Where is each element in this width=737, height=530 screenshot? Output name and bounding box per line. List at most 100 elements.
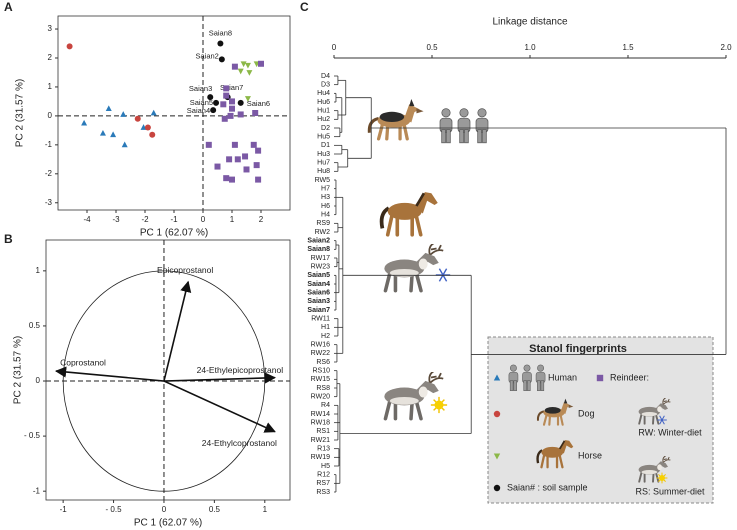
leaf-label: RW16 <box>311 342 330 349</box>
plot-frame <box>45 239 291 501</box>
y-tick-label: 1 <box>36 266 41 275</box>
legend-title: Stanol fingerprints <box>529 343 627 355</box>
leaf-label: RW19 <box>311 454 330 461</box>
leaf-label: RS3 <box>316 489 330 496</box>
point <box>229 98 235 105</box>
x-tick-label: 0.5 <box>209 505 221 514</box>
y-tick-label: 0 <box>36 376 41 385</box>
leaf-label: D3 <box>321 82 330 89</box>
leaf-label: RW14 <box>311 411 330 418</box>
leaf-label: Hu8 <box>317 168 330 175</box>
point <box>66 43 73 50</box>
legend-label: Horse <box>578 450 602 460</box>
point-label: Saian4 <box>187 106 210 115</box>
point <box>234 156 241 163</box>
point <box>218 56 225 63</box>
x-tick-label: 2.0 <box>720 43 732 52</box>
leaf-label: H1 <box>321 324 330 331</box>
legend-label: Human <box>548 372 577 382</box>
point <box>226 156 233 163</box>
point <box>140 124 147 130</box>
point <box>253 162 260 169</box>
legend-label: Saian# : soil sample <box>507 482 588 492</box>
y-axis-label: PC 2 (31.57 %) <box>13 336 24 404</box>
legend-box <box>487 336 714 504</box>
leaf-label: Hu2 <box>317 116 330 123</box>
axis-title: Linkage distance <box>492 17 567 28</box>
x-tick-label: 0 <box>162 505 167 514</box>
point <box>110 131 117 138</box>
leaf-label: RS1 <box>316 428 330 435</box>
panel-label: A <box>4 0 13 14</box>
leaf-label: H7 <box>321 186 330 193</box>
leaf-label: Saian3 <box>307 298 330 305</box>
point <box>244 96 251 102</box>
point <box>240 61 247 68</box>
y-tick-label: -2 <box>45 169 53 178</box>
point <box>255 147 262 154</box>
leaf-label: H2 <box>321 333 330 340</box>
legend-marker <box>596 374 604 382</box>
leaf-label: Hu5 <box>317 134 330 141</box>
annotation: RS: Summer-diet <box>635 486 705 496</box>
point <box>81 119 88 126</box>
point <box>150 109 157 116</box>
x-tick-label: -4 <box>83 215 91 224</box>
point <box>217 40 224 47</box>
point <box>227 112 234 119</box>
y-tick-label: 3 <box>48 24 53 33</box>
loading-arrow <box>163 280 192 382</box>
point <box>229 105 235 112</box>
reindeer-icon <box>382 372 446 421</box>
x-tick-label: - 0.5 <box>106 505 123 514</box>
leaf-label: RW22 <box>311 350 330 357</box>
y-tick-label: -3 <box>45 198 53 207</box>
leaf-label: D4 <box>321 73 330 80</box>
leaf-label: D1 <box>321 142 330 149</box>
point <box>231 141 238 148</box>
leaf-label: H6 <box>321 203 330 210</box>
legend-marker <box>493 374 501 381</box>
leaf-label: RW2 <box>315 229 331 236</box>
point <box>213 99 220 106</box>
point-label: Saian7 <box>220 83 243 92</box>
point-label: Saian5 <box>190 98 213 107</box>
loading-label: Epicoprostanol <box>157 265 213 275</box>
x-tick-label: 1 <box>230 215 235 224</box>
x-tick-label: 0.5 <box>426 43 438 52</box>
x-tick-label: 1.5 <box>622 43 634 52</box>
point-label: Saian6 <box>247 99 270 108</box>
loading-label: 24-Ethylcoprostanol <box>202 438 277 448</box>
leaf-label: RW17 <box>311 255 330 262</box>
x-tick-label: -2 <box>141 215 149 224</box>
leaf-label: RS9 <box>316 220 330 227</box>
leaf-label: R12 <box>317 472 330 479</box>
leaf-label: Saian2 <box>307 238 330 245</box>
leaf-label: H5 <box>321 463 330 470</box>
leaf-label: Hu3 <box>317 151 330 158</box>
leaf-label: D2 <box>321 125 330 132</box>
x-tick-label: 1 <box>263 505 268 514</box>
x-tick-label: -1 <box>170 215 178 224</box>
leaf-label: Hu6 <box>317 99 330 106</box>
leaf-label: RS7 <box>316 480 330 487</box>
y-tick-label: 0.5 <box>29 321 41 330</box>
leaf-label: RW21 <box>311 437 330 444</box>
x-tick-label: 1.0 <box>524 43 536 52</box>
point-label: Saian8 <box>209 28 232 37</box>
loading-label: 24-Ethylepicoprostanol <box>197 365 284 375</box>
point <box>258 60 264 67</box>
x-tick-label: 0 <box>201 215 206 224</box>
x-tick-label: 0 <box>332 43 337 52</box>
leaf-label: H3 <box>321 194 330 201</box>
y-axis-label: PC 2 (31.57 %) <box>15 79 26 147</box>
x-tick-label: -1 <box>60 505 68 514</box>
legend-marker <box>493 453 501 460</box>
legend-marker <box>493 484 501 492</box>
y-tick-label: 0 <box>48 111 53 120</box>
point <box>250 141 257 148</box>
leaf-label: RW20 <box>311 394 330 401</box>
reindeer-icon <box>382 244 446 293</box>
legend-label: Dog <box>578 408 595 418</box>
